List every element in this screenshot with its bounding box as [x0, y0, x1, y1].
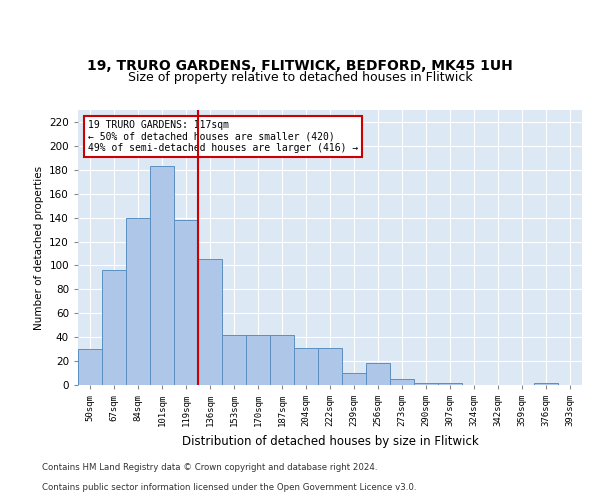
Text: Contains HM Land Registry data © Crown copyright and database right 2024.: Contains HM Land Registry data © Crown c…: [42, 464, 377, 472]
Text: Size of property relative to detached houses in Flitwick: Size of property relative to detached ho…: [128, 71, 472, 84]
Bar: [390, 379, 414, 385]
Bar: [174, 220, 198, 385]
Text: 19, TRURO GARDENS, FLITWICK, BEDFORD, MK45 1UH: 19, TRURO GARDENS, FLITWICK, BEDFORD, MK…: [87, 58, 513, 72]
Y-axis label: Number of detached properties: Number of detached properties: [34, 166, 44, 330]
Bar: [126, 218, 150, 385]
Bar: [534, 382, 558, 385]
Bar: [222, 335, 246, 385]
Bar: [150, 166, 174, 385]
Bar: [438, 382, 462, 385]
Bar: [318, 348, 342, 385]
Bar: [294, 348, 318, 385]
Bar: [102, 270, 126, 385]
X-axis label: Distribution of detached houses by size in Flitwick: Distribution of detached houses by size …: [182, 434, 478, 448]
Bar: [342, 373, 366, 385]
Bar: [198, 260, 222, 385]
Bar: [414, 382, 438, 385]
Bar: [270, 335, 294, 385]
Text: Contains public sector information licensed under the Open Government Licence v3: Contains public sector information licen…: [42, 484, 416, 492]
Text: 19 TRURO GARDENS: 117sqm
← 50% of detached houses are smaller (420)
49% of semi-: 19 TRURO GARDENS: 117sqm ← 50% of detach…: [88, 120, 358, 153]
Bar: [366, 364, 390, 385]
Bar: [78, 349, 102, 385]
Bar: [246, 335, 270, 385]
